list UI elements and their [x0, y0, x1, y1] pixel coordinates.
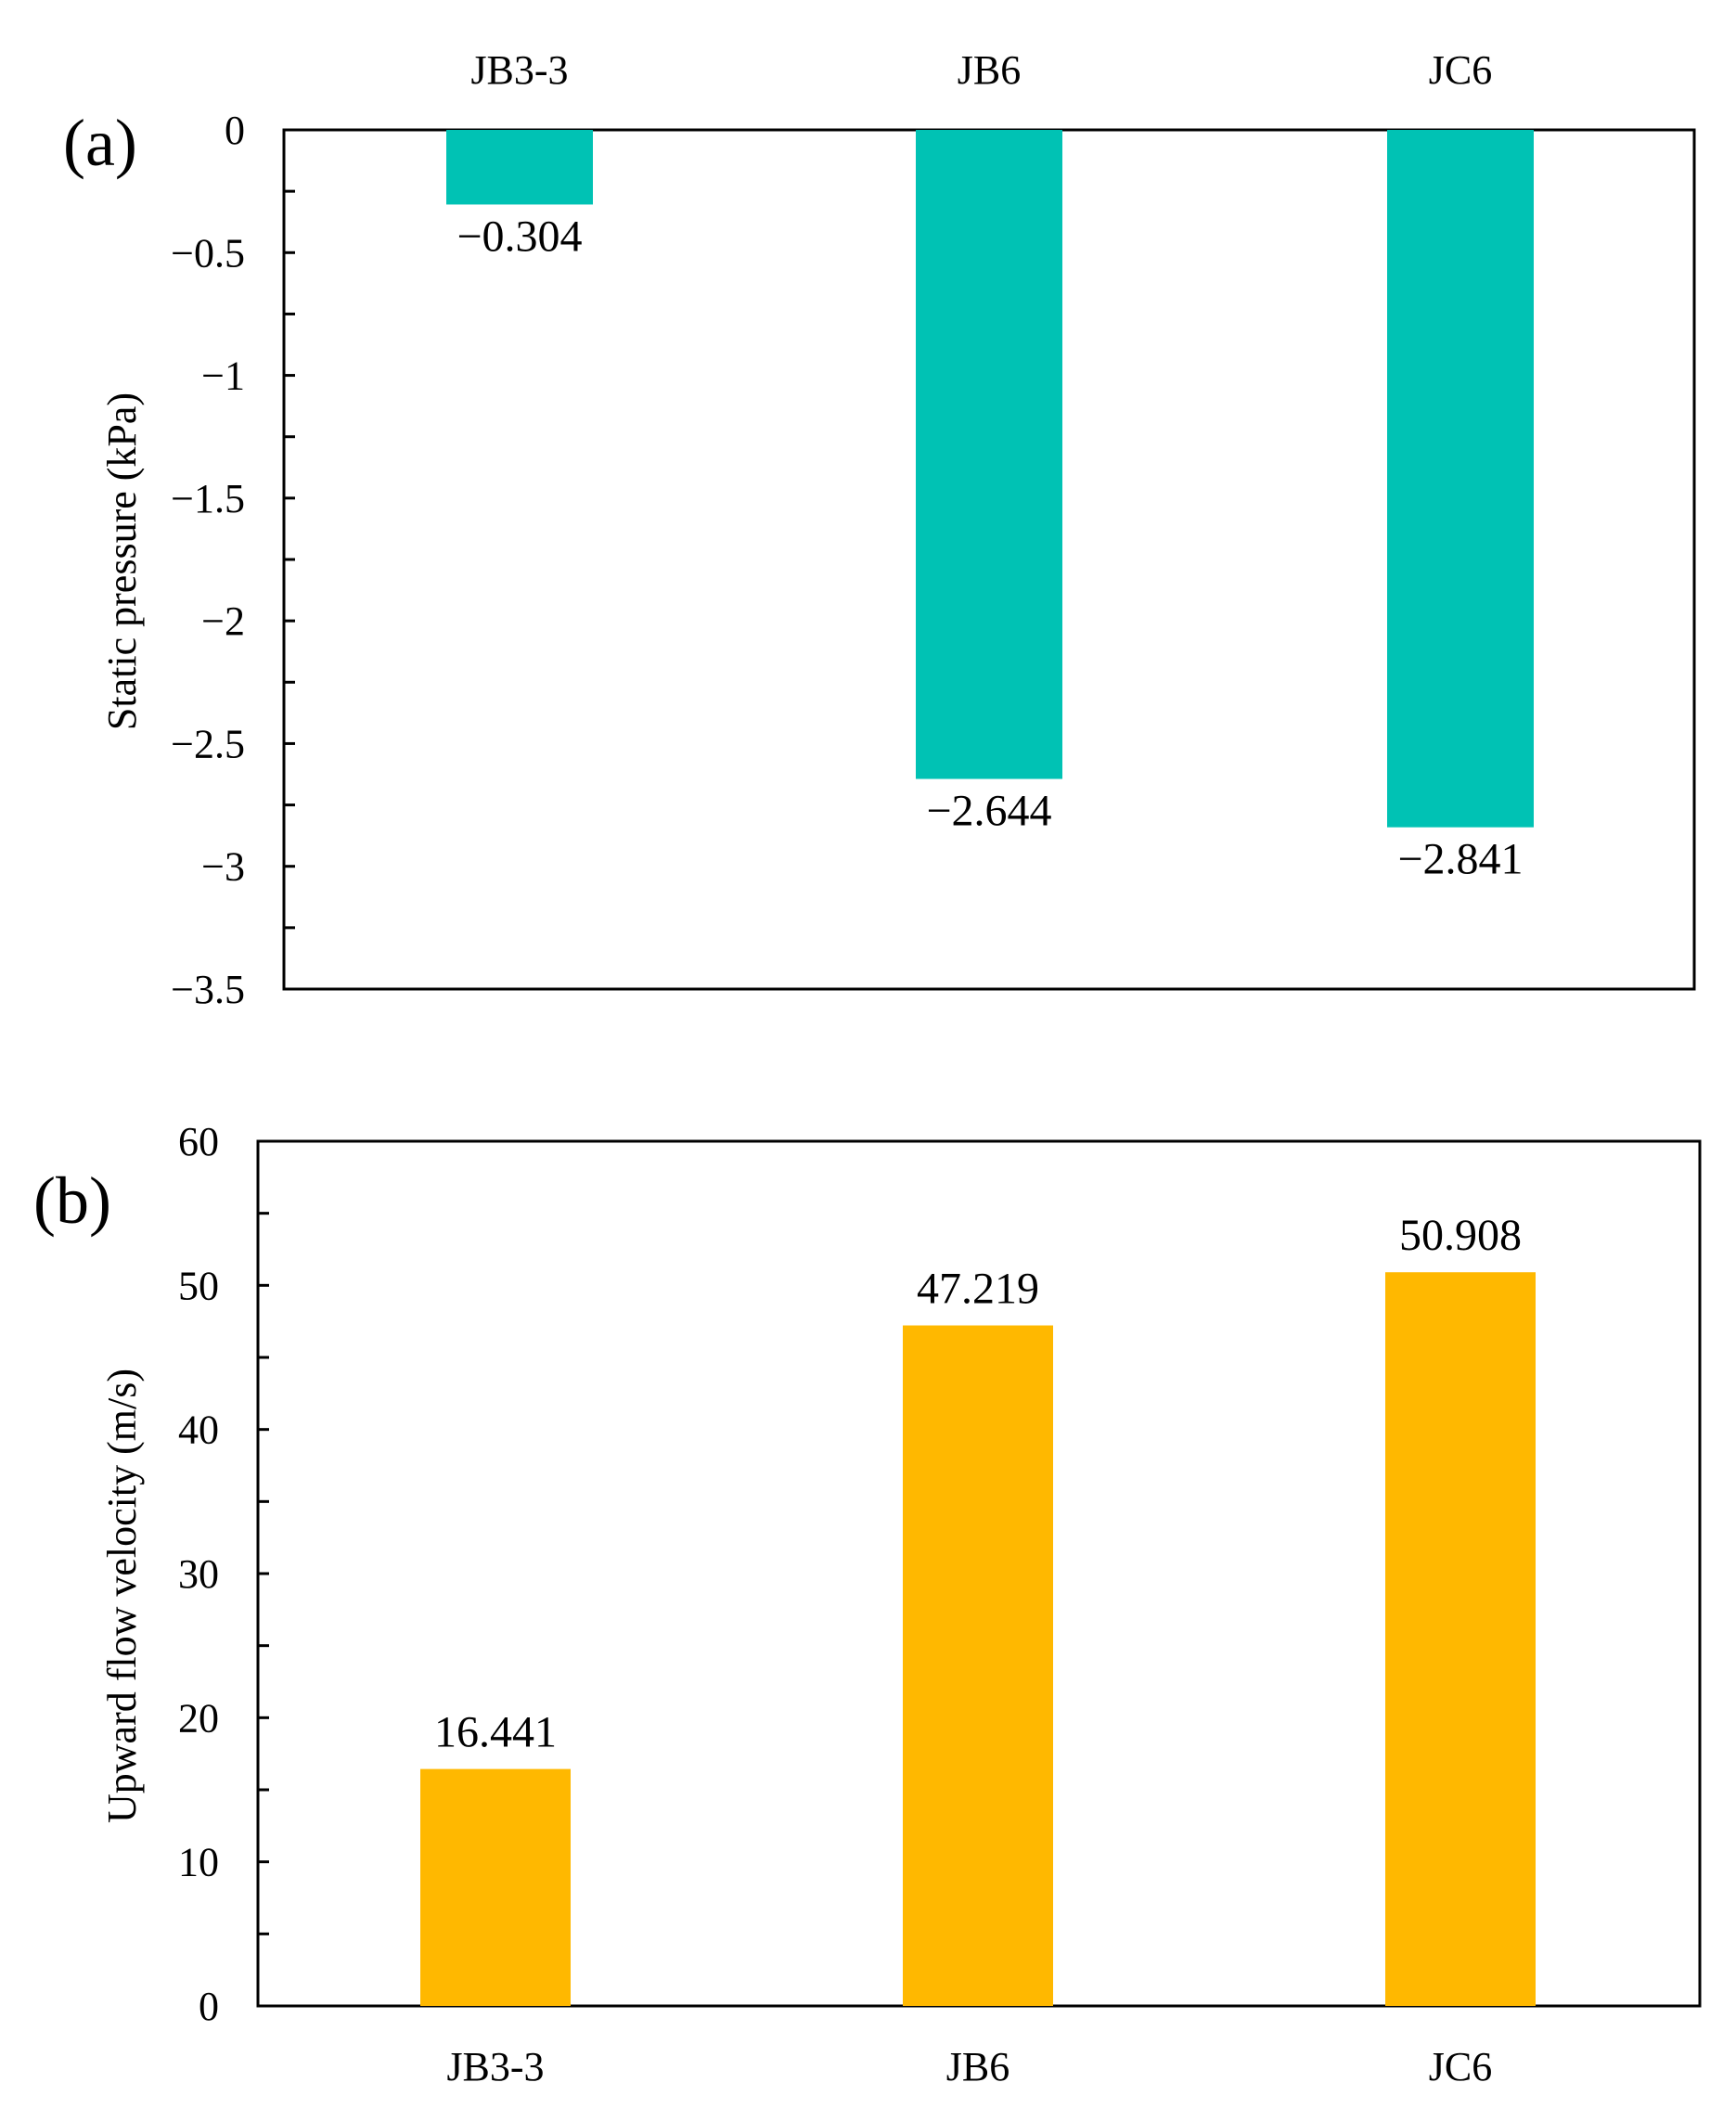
panel-b-y-tick-label: 0	[199, 1984, 219, 2029]
panel-b-category-label: JC6	[1429, 2044, 1492, 2089]
panel-b-upward-flow-velocity: (b) Upward flow velocity (m/s) 0 10 20 30 40…	[33, 1119, 1702, 2089]
panel-b-bar-jb6	[903, 1325, 1053, 2006]
panel-b-y-tick-label: 50	[178, 1263, 219, 1308]
panel-a-label: (a)	[63, 106, 137, 180]
panel-a-data-label: −2.644	[926, 787, 1051, 836]
panel-b-y-tick-label: 20	[178, 1695, 219, 1741]
panel-b-y-tick-label: 30	[178, 1551, 219, 1597]
panel-b-bar-jb3-3	[420, 1768, 571, 2006]
panel-a-category-label: JC6	[1429, 47, 1492, 93]
panel-b-y-tick-label: 40	[178, 1408, 219, 1453]
panel-b-data-label: 47.219	[917, 1265, 1039, 1314]
panel-b-category-label: JB6	[946, 2044, 1009, 2089]
panel-a-bar-jb3-3	[446, 130, 593, 205]
panel-b-category-label: JB3-3	[446, 2044, 544, 2089]
panel-a-data-label: −0.304	[457, 212, 582, 261]
panel-a-category-label: JB3-3	[470, 47, 568, 93]
panel-a-y-tick-label: −1.5	[171, 476, 245, 521]
panel-a-y-tick-label: 0	[225, 108, 245, 153]
panel-b-data-label: 16.441	[434, 1708, 557, 1757]
panel-a-y-tick-label: −2.5	[171, 721, 245, 766]
panel-b-data-label: 50.908	[1399, 1211, 1522, 1260]
panel-b-y-tick-label: 10	[178, 1840, 219, 1885]
panel-b-bar-jc6	[1385, 1272, 1536, 2006]
panel-b-label: (b)	[33, 1163, 111, 1238]
panel-a-y-tick-label: −2	[201, 598, 245, 644]
panel-a-y-tick-label: −0.5	[171, 230, 245, 276]
panel-a-data-label: −2.841	[1397, 835, 1523, 884]
panel-a-bar-jb6	[916, 130, 1062, 779]
panel-a-y-tick-label: −3	[201, 844, 245, 890]
panel-a-y-tick-label: −3.5	[171, 967, 245, 1012]
panel-a-y-axis-title: Static pressure (kPa)	[99, 392, 145, 730]
panel-a-static-pressure: (a) Static pressure (kPa) 0 −0.5 −1 −1.5 −2 −…	[63, 47, 1696, 1012]
panel-b-y-tick-label: 60	[178, 1119, 219, 1164]
panel-a-bar-jc6	[1387, 130, 1534, 828]
panel-a-category-label: JB6	[958, 47, 1021, 93]
panel-b-y-axis-title: Upward flow velocity (m/s)	[99, 1369, 145, 1823]
panel-a-y-tick-label: −1	[201, 354, 245, 399]
